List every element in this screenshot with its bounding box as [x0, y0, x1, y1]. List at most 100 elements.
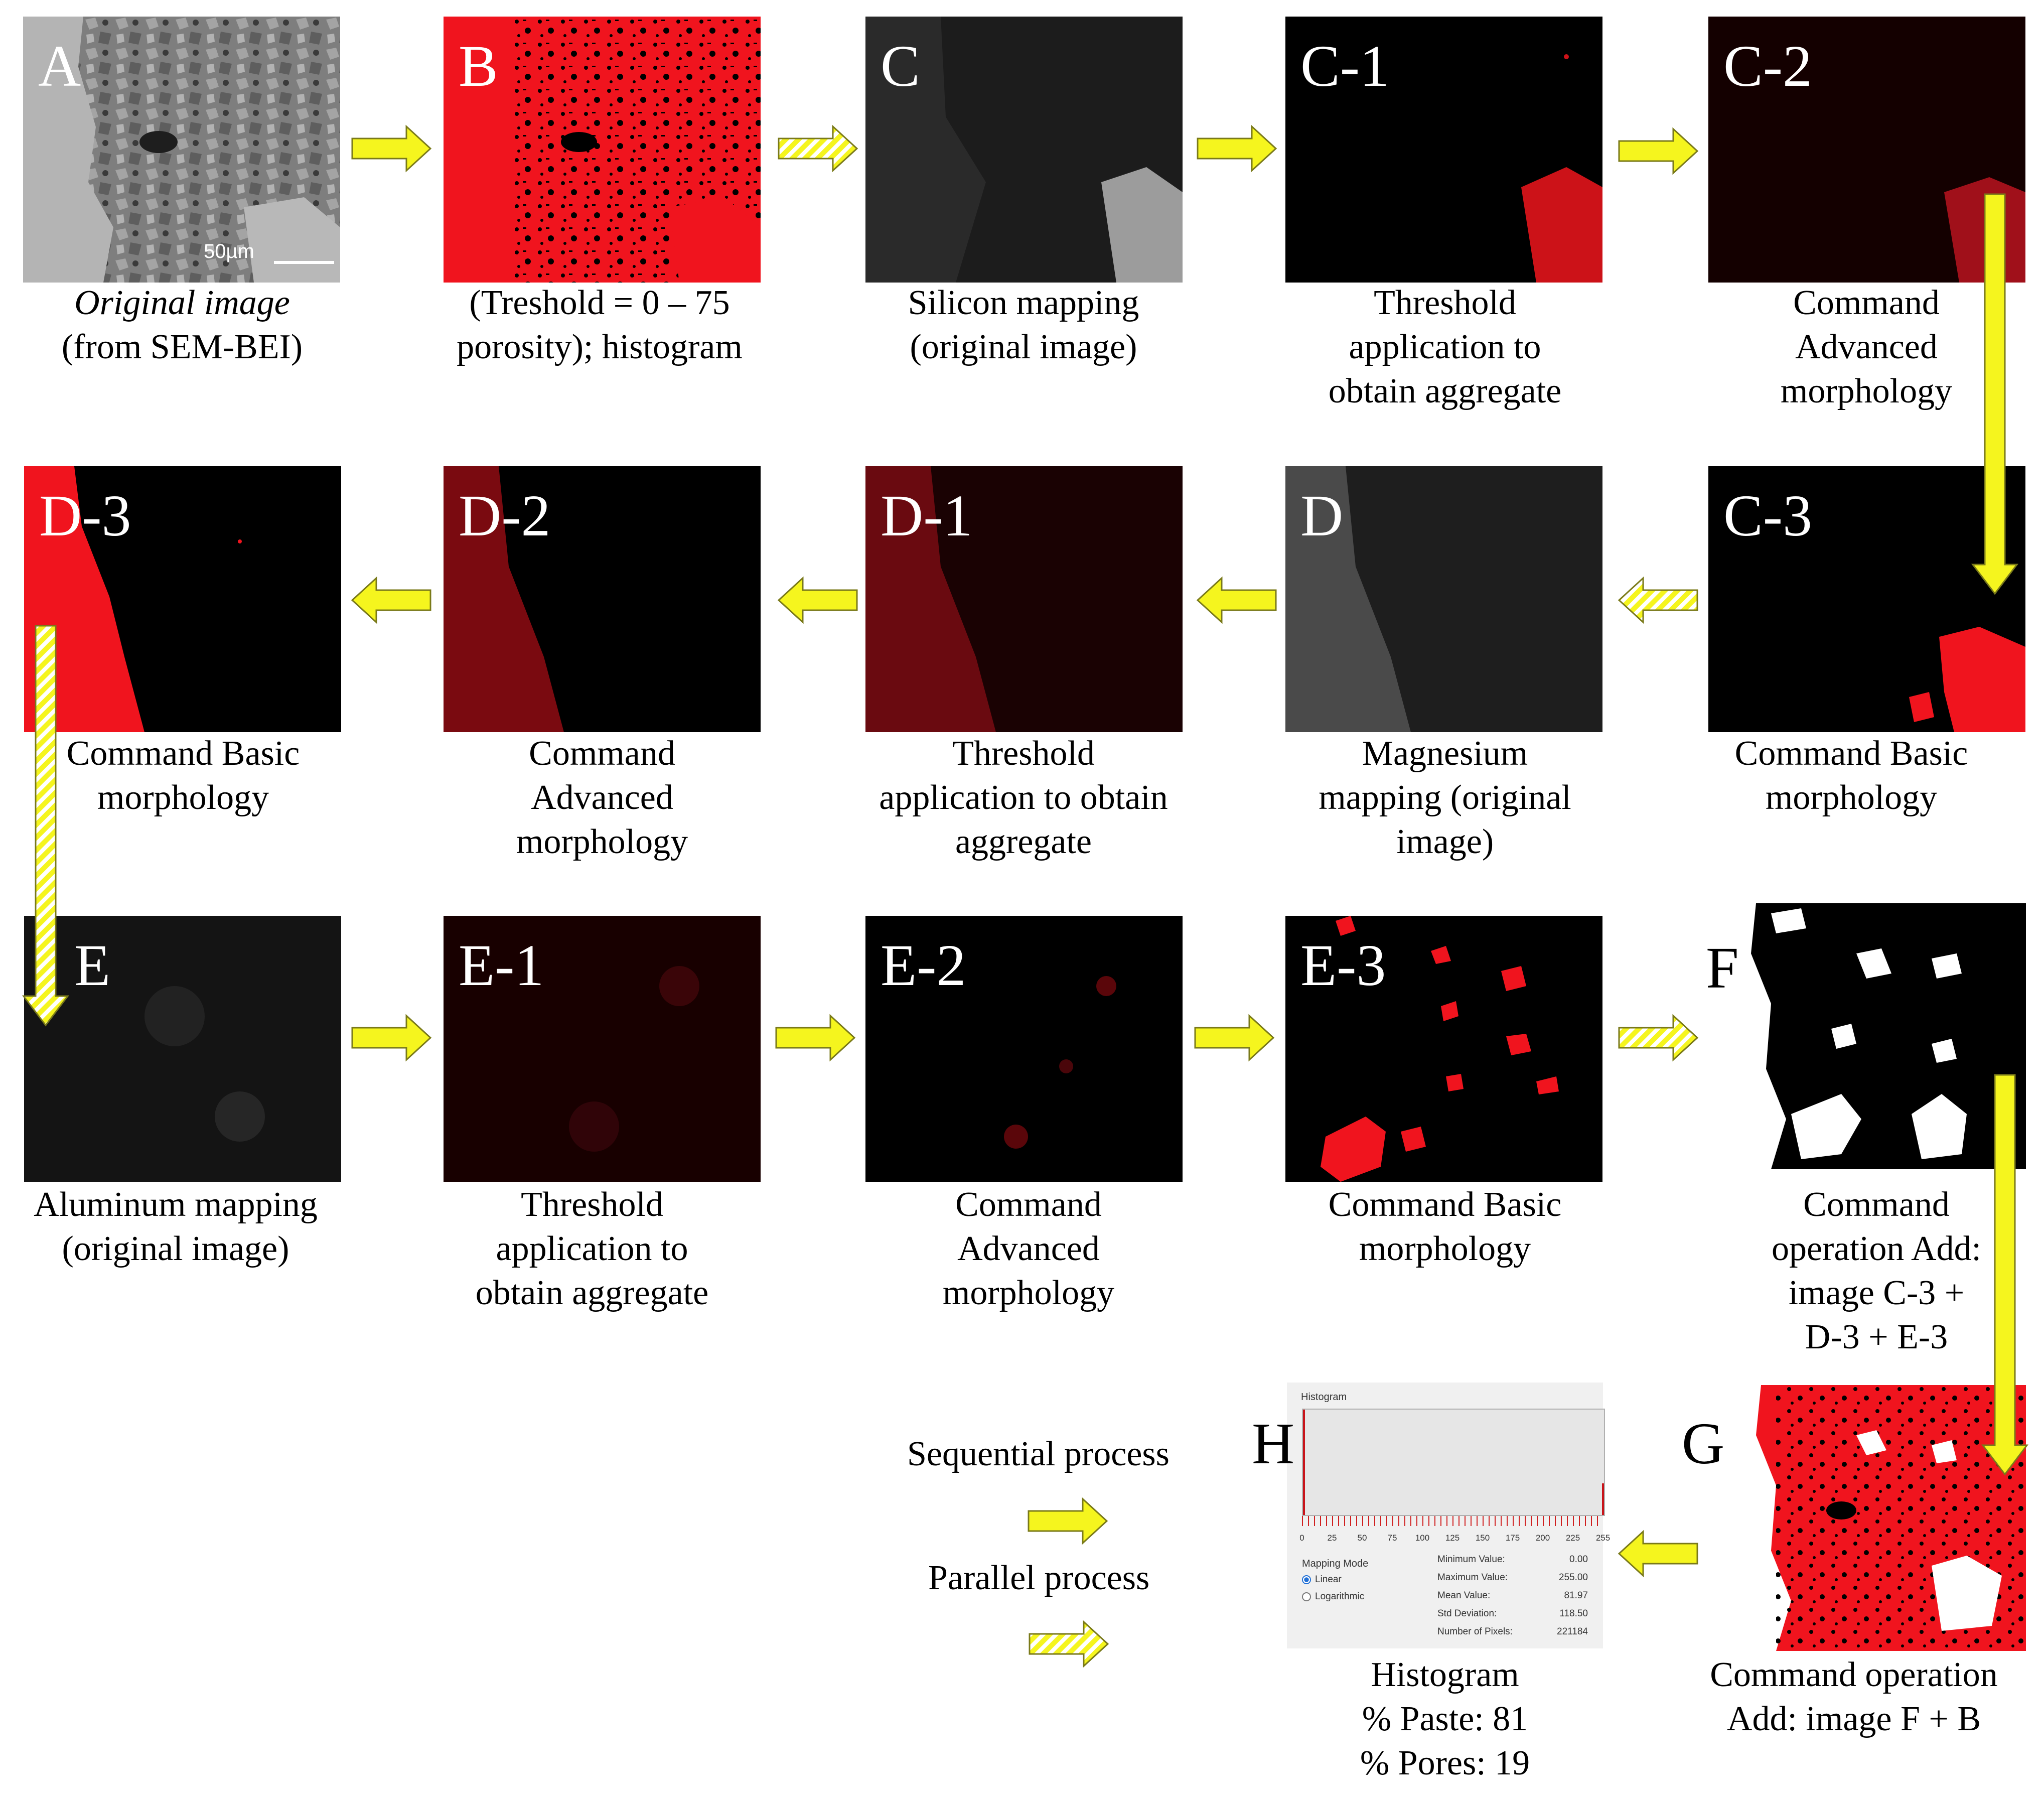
panel-d-image: D — [1285, 466, 1602, 732]
caption-c: Silicon mapping (original image) — [908, 284, 1139, 366]
panel-e3-image: E-3 — [1285, 916, 1602, 1182]
arrow-down-solid — [1971, 193, 2019, 595]
arrow-left-solid — [777, 576, 858, 624]
panel-c2-image: C-2 — [1708, 17, 2025, 283]
panel-label: H — [1252, 1411, 1295, 1476]
panel-label: C-3 — [1723, 483, 1812, 548]
panel-a-image: A 50µm — [23, 17, 340, 283]
panel-label: D-2 — [459, 483, 551, 548]
histogram-stat-label: Maximum Value: — [1437, 1572, 1508, 1583]
caption-e1: Threshold application to obtain aggregat… — [475, 1185, 709, 1312]
histogram-tick-label: 175 — [1505, 1533, 1520, 1543]
arrow-left-solid — [351, 576, 431, 624]
panel-label: D-3 — [39, 483, 131, 548]
histogram-ticks: 0 25 50 75 100 125 150 175 200 225 255 — [1299, 1533, 1610, 1548]
histogram-stat-value: 221184 — [1557, 1626, 1588, 1637]
histogram-stat-value: 0.00 — [1569, 1554, 1588, 1565]
histogram-tick-label: 255 — [1595, 1533, 1611, 1543]
histogram-tick-label: 75 — [1387, 1533, 1397, 1543]
caption-g: Command operation Add: image F + B — [1710, 1655, 1998, 1738]
panel-label: D-1 — [881, 483, 973, 548]
histogram-stat-value: 255.00 — [1558, 1572, 1588, 1583]
arrow-right-solid — [1618, 127, 1699, 175]
histogram-tick-label: 50 — [1357, 1533, 1367, 1543]
legend-arrow-hatched — [1029, 1620, 1109, 1668]
caption-c1: Threshold application to obtain aggregat… — [1328, 284, 1562, 410]
panel-e1-image: E-1 — [444, 916, 761, 1182]
caption-f: Command operation Add: image C-3 + D-3 +… — [1772, 1185, 1981, 1356]
histogram-tick-label: 100 — [1415, 1533, 1430, 1543]
radio-linear[interactable]: Linear — [1302, 1574, 1342, 1585]
histogram-stat-value: 81.97 — [1564, 1590, 1588, 1601]
scale-bar-label: 50µm — [204, 240, 254, 262]
histogram-plot — [1302, 1409, 1605, 1516]
caption-c2: Command Advanced morphology — [1780, 284, 1953, 410]
histogram-tick-label: 150 — [1475, 1533, 1490, 1543]
arrow-left-hatched — [1618, 576, 1698, 624]
panel-d1-image: D-1 — [865, 466, 1183, 732]
arrow-left-solid — [1196, 576, 1277, 624]
panel-e2-image: E-2 — [865, 916, 1183, 1182]
panel-label: E — [74, 932, 111, 998]
panel-label: B — [459, 33, 498, 99]
panel-g-image — [1741, 1385, 2026, 1651]
caption-e: Aluminum mapping (original image) — [34, 1185, 318, 1268]
panel-label: E-3 — [1300, 932, 1386, 998]
arrow-down-hatched — [22, 625, 70, 1027]
panel-c3-image: C-3 — [1708, 466, 2025, 732]
histogram-stat-value: 118.50 — [1559, 1608, 1588, 1619]
arrow-right-solid — [1194, 1014, 1275, 1062]
histogram-stat-label: Number of Pixels: — [1437, 1626, 1513, 1637]
histogram-axis — [1302, 1516, 1603, 1526]
histogram-tick-label: 225 — [1565, 1533, 1580, 1543]
histogram-window: Histogram 0 25 50 75 100 125 150 175 200 225 255 M… — [1287, 1383, 1610, 1648]
arrow-right-hatched — [778, 124, 858, 173]
histogram-tick-label: 125 — [1445, 1533, 1460, 1543]
legend-arrow-solid — [1028, 1497, 1108, 1545]
panel-label: C — [881, 33, 920, 99]
panel-c1-image: C-1 — [1285, 17, 1602, 283]
caption-b: (Treshold = 0 – 75 porosity); histogram — [457, 284, 743, 366]
mapping-mode-label: Mapping Mode — [1302, 1558, 1369, 1569]
histogram-tick-label: 25 — [1327, 1533, 1337, 1543]
panel-label: G — [1682, 1411, 1725, 1476]
caption-c3: Command Basic morphology — [1734, 734, 1968, 817]
panel-d2-image: D-2 — [444, 466, 761, 732]
panel-label: F — [1706, 935, 1739, 1001]
arrow-right-solid — [775, 1014, 856, 1062]
histogram-bar-min — [1303, 1410, 1305, 1515]
arrow-right-solid — [1197, 124, 1277, 173]
arrow-right-hatched — [1618, 1014, 1699, 1062]
arrow-left-solid — [1618, 1530, 1698, 1578]
histogram-tick-label: 200 — [1535, 1533, 1550, 1543]
caption-d3: Command Basic morphology — [66, 734, 300, 817]
histogram-stat-label: Std Deviation: — [1437, 1608, 1497, 1619]
panel-label: C-1 — [1300, 33, 1389, 99]
panel-label: D — [1300, 483, 1344, 548]
radio-logarithmic[interactable]: Logarithmic — [1302, 1591, 1364, 1602]
caption-d1: Threshold application to obtain aggregat… — [879, 734, 1168, 861]
panel-label: E-2 — [881, 932, 966, 998]
caption-a: Original image (from SEM-BEI) — [61, 284, 303, 366]
histogram-title: Histogram — [1301, 1392, 1347, 1403]
panel-c-image: C — [865, 17, 1183, 283]
caption-d: Magnesium mapping (original image) — [1319, 734, 1571, 861]
panel-b-image: B — [444, 17, 761, 283]
panel-e-image: E — [24, 916, 341, 1182]
histogram-tick-label: 0 — [1299, 1533, 1304, 1543]
arrow-down-solid — [1981, 1074, 2029, 1476]
histogram-bar-max — [1602, 1483, 1604, 1515]
caption-e3: Command Basic morphology — [1328, 1185, 1562, 1268]
caption-h: Histogram % Paste: 81 % Pores: 19 — [1360, 1655, 1530, 1782]
caption-e2: Command Advanced morphology — [942, 1185, 1115, 1312]
histogram-stat-label: Mean Value: — [1437, 1590, 1491, 1601]
panel-label: E-1 — [459, 932, 544, 998]
legend-sequential-label: Sequential process — [907, 1435, 1170, 1473]
panel-d3-image: D-3 — [24, 466, 341, 732]
panel-f-image — [1741, 903, 2026, 1169]
arrow-right-solid — [351, 124, 432, 173]
panel-label: A — [38, 33, 81, 99]
caption-d2: Command Advanced morphology — [516, 734, 688, 861]
histogram-stat-label: Minimum Value: — [1437, 1554, 1505, 1565]
